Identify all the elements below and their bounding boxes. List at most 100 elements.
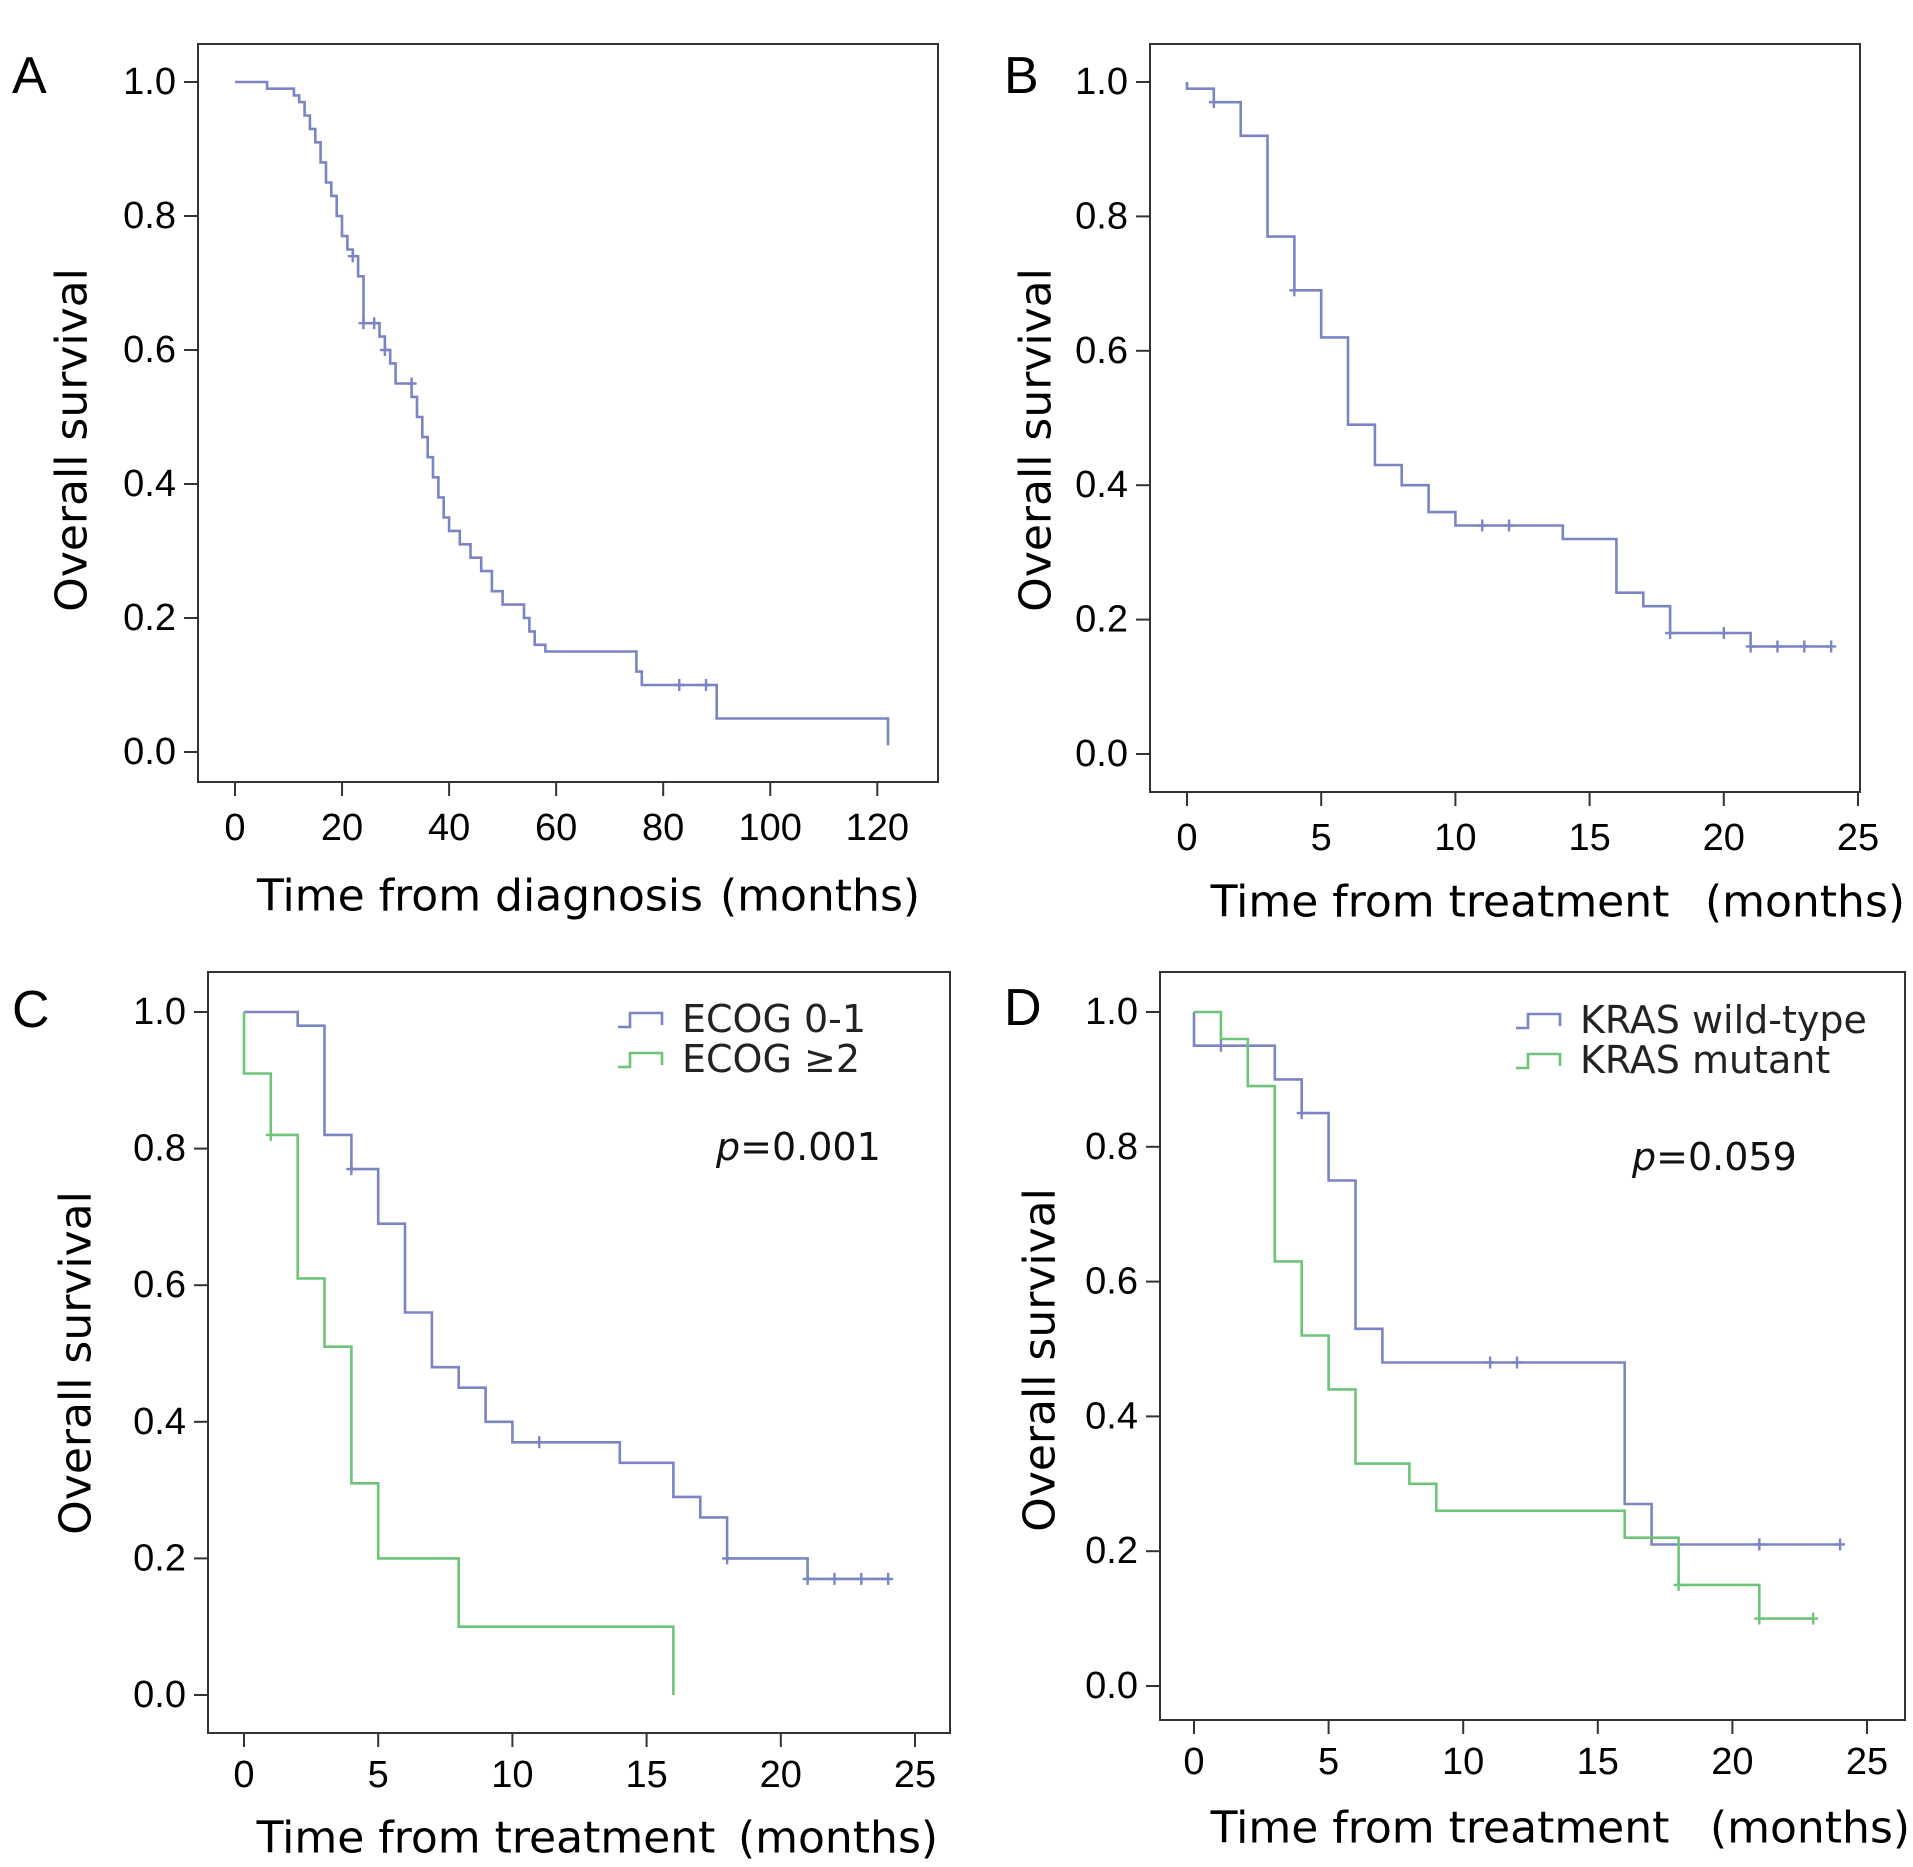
censor-mark: [534, 1436, 545, 1449]
x-tick-label: 0: [1183, 1741, 1204, 1783]
x-tick-label: 5: [1318, 1741, 1339, 1783]
x-axis-title: Time from diagnosis: [256, 871, 703, 922]
survival-curve-blue: [244, 1010, 889, 1581]
censor-mark: [1754, 1538, 1765, 1551]
censor-mark: [1512, 1356, 1523, 1369]
y-tick-label: 0.4: [133, 1401, 186, 1443]
survival-curve-blue: [1185, 82, 1832, 648]
plot-frame: [1149, 43, 1861, 793]
p-value-annotation: p=0.059: [1631, 1135, 1797, 1179]
panel-c: C 0.0 0.2 0.4 0.6 0.8 1.0 0 5 10 15 20 25 Time from t…: [12, 971, 951, 1864]
x-tick-label: 60: [535, 807, 577, 849]
legend-entry: ECOG 0-1: [682, 997, 866, 1041]
y-axis-title: Overall survival: [51, 1191, 102, 1535]
y-tick-label: 0.0: [133, 1674, 186, 1716]
censor-mark: [1477, 519, 1488, 532]
censor-mark: [1485, 1356, 1496, 1369]
legend-entry: ECOG ≥2: [682, 1037, 860, 1081]
y-tick-label: 0.2: [133, 1537, 186, 1579]
x-tick-label: 25: [1846, 1741, 1888, 1783]
censor-mark: [265, 1128, 276, 1141]
legend-entry: KRAS wild-type: [1580, 998, 1867, 1042]
panel-label: D: [1004, 979, 1042, 1037]
p-value-number: =0.059: [1656, 1135, 1797, 1179]
x-tick-label: 0: [233, 1754, 254, 1796]
panel-label: A: [12, 47, 47, 105]
y-tick-label: 0.0: [123, 731, 176, 773]
survival-curve-blue: [235, 80, 890, 746]
p-value-number: =0.001: [740, 1125, 881, 1169]
y-axis-title: Overall survival: [47, 268, 98, 612]
censor-mark: [802, 1572, 813, 1585]
panel-label: C: [12, 981, 50, 1039]
panel-d: D 0.0 0.2 0.4 0.6 0.8 1.0 0 5 10 15 20 25 Time from t…: [1004, 971, 1910, 1854]
x-axis-unit: (months): [1705, 877, 1905, 928]
censor-mark: [406, 377, 417, 390]
legend-swatch-blue: [1516, 1012, 1562, 1030]
censor-mark: [358, 317, 369, 330]
censor-mark: [369, 317, 380, 330]
x-tick-label: 25: [894, 1754, 936, 1796]
x-tick-label: 20: [1703, 817, 1745, 859]
legend-swatch-green: [618, 1051, 664, 1069]
censor-mark: [701, 679, 712, 691]
x-tick-label: 25: [1837, 817, 1879, 859]
plot-frame: [197, 43, 939, 783]
legend-entry: KRAS mutant: [1580, 1038, 1830, 1082]
p-value-symbol: p: [715, 1125, 740, 1169]
x-tick-label: 100: [739, 807, 802, 849]
plot-frame: [1159, 971, 1906, 1721]
y-tick-label: 1.0: [133, 991, 186, 1033]
censor-mark: [1826, 640, 1837, 653]
x-tick-label: 15: [1568, 817, 1610, 859]
y-tick-label: 0.2: [123, 597, 176, 639]
censor-mark: [1208, 96, 1219, 109]
y-tick-label: 0.6: [123, 329, 176, 371]
x-tick-label: 15: [1577, 1741, 1619, 1783]
y-tick-label: 0.4: [1085, 1395, 1138, 1437]
censor-mark: [1673, 1578, 1684, 1591]
censor-mark: [1808, 1612, 1819, 1625]
censor-mark: [1799, 640, 1810, 653]
y-tick-label: 0.4: [123, 463, 176, 505]
y-tick-label: 0.8: [123, 195, 176, 237]
y-tick-label: 0.6: [133, 1264, 186, 1306]
censor-mark: [1289, 284, 1300, 297]
censor-mark: [1745, 640, 1756, 653]
panel-b: B 0.0 0.2 0.4 0.6 0.8 1.0 0 5 10 15 20 25 Time from t…: [1004, 43, 1905, 928]
x-tick-label: 80: [642, 807, 684, 849]
x-tick-label: 15: [625, 1754, 667, 1796]
x-axis-unit: (months): [738, 1813, 938, 1864]
y-tick-label: 0.8: [133, 1128, 186, 1170]
legend-swatch-green: [1516, 1052, 1562, 1070]
censor-mark: [1835, 1538, 1846, 1551]
survival-curve-blue: [1192, 1012, 1841, 1546]
censor-mark: [1665, 627, 1676, 640]
censor-mark: [883, 1572, 894, 1585]
x-axis-unit: (months): [1710, 1803, 1910, 1854]
censor-mark: [346, 1163, 357, 1176]
x-tick-label: 0: [1176, 817, 1197, 859]
x-tick-label: 40: [428, 807, 470, 849]
p-value-annotation: p=0.001: [715, 1125, 881, 1169]
x-tick-label: 20: [760, 1754, 802, 1796]
x-tick-label: 10: [1442, 1741, 1484, 1783]
censor-mark: [829, 1572, 840, 1585]
censor-mark: [674, 679, 685, 691]
panel-label: B: [1004, 47, 1039, 105]
censor-mark: [347, 250, 358, 263]
y-tick-label: 1.0: [1075, 61, 1128, 103]
y-tick-label: 0.6: [1085, 1261, 1138, 1303]
p-value-symbol: p: [1631, 1135, 1656, 1179]
y-tick-label: 0.4: [1075, 464, 1128, 506]
x-axis-unit: (months): [720, 871, 920, 922]
panel-a: A 0.0 0.2 0.4 0.6 0.8 1.0 0 20 40 60 80 100 120 Time f…: [12, 43, 939, 922]
x-tick-label: 0: [224, 807, 245, 849]
x-tick-label: 5: [368, 1754, 389, 1796]
y-axis-title: Overall survival: [1011, 268, 1062, 612]
y-tick-label: 1.0: [1085, 991, 1138, 1033]
y-tick-label: 0.6: [1075, 330, 1128, 372]
